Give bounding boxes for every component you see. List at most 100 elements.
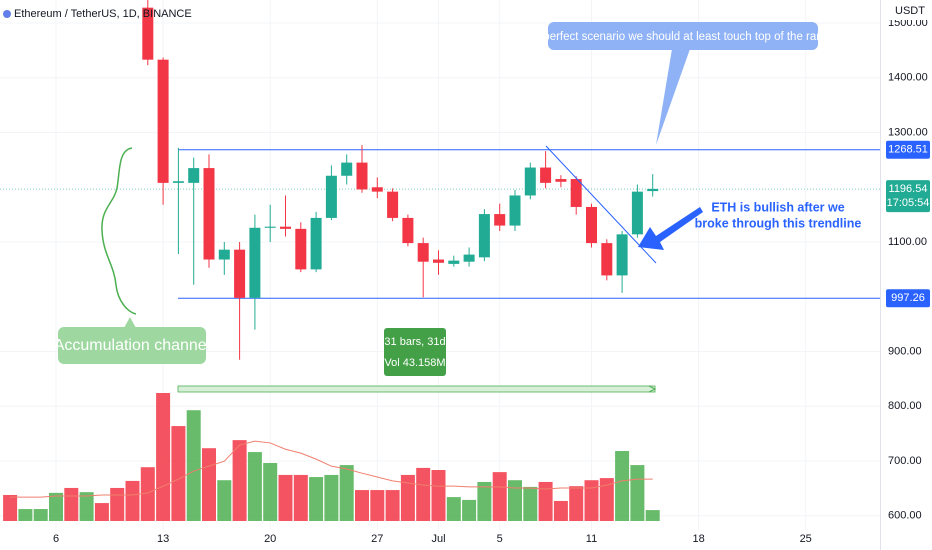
x-tick-label: 5 (497, 533, 503, 545)
x-tick-label: 11 (586, 533, 597, 545)
candle-body (631, 191, 643, 235)
candle-body (280, 226, 291, 229)
volume-bar (324, 474, 339, 521)
volume-bar (202, 448, 216, 521)
countdown: 17:05:54 (887, 197, 930, 209)
volume-bar (431, 470, 446, 521)
volume-bar (3, 494, 18, 521)
annotation: ETH is bullish after we (711, 200, 844, 214)
volume-bar (49, 492, 63, 521)
volume-bar (94, 503, 109, 521)
candle-body (264, 226, 276, 228)
levels (0, 149, 880, 299)
annotation: Accumulation channel (54, 337, 211, 354)
volume-bar (615, 451, 630, 521)
range-arrow (648, 385, 657, 393)
candle-body (249, 227, 261, 298)
x-tick-label: 25 (800, 533, 812, 545)
level-label-bg (886, 140, 930, 159)
candle-body (142, 7, 154, 60)
volume-bar (400, 474, 415, 521)
candle-body (157, 59, 169, 183)
volume-bar (599, 478, 614, 521)
volume-bar (217, 480, 232, 521)
candle-body (341, 162, 353, 176)
y-tick-label: 900.00 (888, 345, 922, 357)
volume-bar (64, 487, 79, 521)
volume-bar (186, 410, 201, 521)
volume-bar (446, 497, 461, 521)
volume-bar (630, 465, 645, 521)
candle-body (601, 243, 613, 276)
volume-bar (385, 490, 400, 521)
y-tick-label: 700.00 (888, 455, 922, 467)
y-tick-label: 1100.00 (888, 236, 927, 248)
last-price-label: 1196.54 (889, 183, 928, 195)
callout-box (58, 327, 206, 364)
volume-bar (79, 492, 94, 521)
y-tick-label: 1400.00 (888, 72, 928, 84)
candle-body (647, 188, 659, 192)
candle-body (325, 175, 337, 218)
candle-body (417, 243, 429, 262)
volume-bar (171, 426, 186, 521)
currency-bg (881, 2, 932, 20)
currency: USDT (895, 5, 925, 17)
chart-title: Ethereum / TetherUS, 1D, BINANCE (14, 8, 192, 20)
volume-bar (232, 440, 247, 521)
candle-body (371, 187, 383, 192)
candle-body (295, 228, 307, 270)
callout-tail (124, 317, 136, 328)
range-box (384, 328, 446, 376)
volume-bar (462, 499, 477, 521)
x-tick-label: Jul (431, 533, 445, 545)
candle-body (463, 254, 475, 262)
x-tick-label: 13 (157, 533, 169, 545)
callout-tail (656, 49, 690, 145)
candle-body (402, 217, 414, 244)
volume-bar (355, 490, 369, 521)
candles (142, 0, 659, 360)
candle-body (524, 167, 536, 196)
x-tick-label: 18 (692, 533, 704, 545)
volume-bar (339, 465, 354, 521)
volume-bar (156, 393, 171, 521)
candle-body (356, 162, 368, 190)
volume-bar (416, 467, 431, 521)
volume-bar (110, 487, 125, 521)
y-tick-label: 800.00 (888, 400, 922, 412)
volume-bar (584, 480, 599, 521)
axes: 1500.001400.001300.001100.00900.00800.00… (53, 17, 930, 545)
volume-bar (125, 480, 140, 521)
volume-bar (293, 474, 308, 521)
trendline (545, 145, 657, 264)
candle-body (509, 195, 521, 226)
volume-bar (523, 486, 538, 521)
volume-ma (10, 440, 653, 498)
candle-body (433, 259, 444, 263)
candle-body (555, 179, 567, 182)
candle-body (494, 214, 506, 226)
volume-bar (247, 452, 262, 521)
annotation: broke through this trendline (695, 216, 862, 230)
volume-bar (553, 500, 568, 521)
x-tick-label: 6 (53, 533, 59, 545)
level-label: 997.26 (891, 292, 925, 304)
arrow (638, 207, 703, 250)
y-tick-label: 600.00 (888, 510, 922, 522)
volume (3, 393, 660, 521)
annotation: In perfect scenario we should at least t… (531, 31, 836, 43)
volume-bar (569, 486, 584, 521)
candle-body (218, 249, 230, 260)
volume-bar (309, 477, 324, 521)
candle-body (570, 179, 582, 207)
volume-bar (370, 490, 385, 521)
candle-body (188, 168, 200, 183)
volume-bar (492, 472, 507, 521)
last-price-bg (886, 180, 930, 213)
candle-body (478, 214, 490, 258)
volume-bar (508, 480, 522, 521)
date-range (177, 385, 656, 393)
